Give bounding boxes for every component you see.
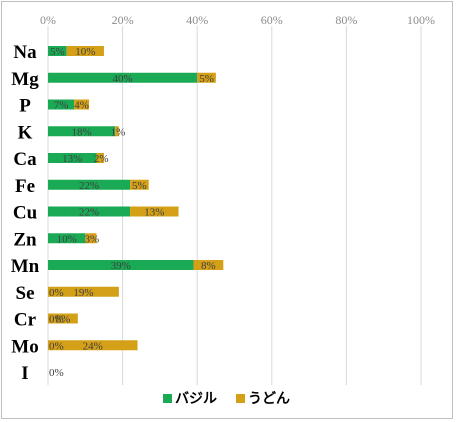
data-label: 24% [83, 340, 103, 352]
data-label: 1% [111, 126, 126, 138]
data-label: 8% [201, 260, 216, 272]
bar-segment [197, 72, 216, 83]
data-label: 8% [56, 314, 71, 326]
bar-segment [48, 286, 119, 297]
bar-segment [130, 179, 149, 190]
data-label: 0% [49, 314, 64, 326]
bar-segment [48, 340, 138, 351]
x-tick-label: 100% [407, 13, 435, 27]
gridlines [47, 26, 422, 385]
bar-segment [66, 46, 104, 56]
bar-segment [48, 313, 78, 324]
data-label: 19% [73, 287, 93, 299]
x-tick-label: 80% [335, 13, 357, 27]
data-labels: 5% 10% 40% 5% 7% 4% 18% 1% 13% 2% 22% 5% 22% 13% 10% 3%… [49, 46, 216, 379]
data-label: 5% [132, 180, 147, 192]
data-label: 0% [49, 367, 64, 379]
category-label: Na [13, 42, 37, 63]
category-label: Mn [11, 256, 40, 277]
bar-segment [48, 99, 75, 110]
data-label: 18% [71, 126, 91, 138]
data-label: 22% [79, 207, 99, 219]
data-label: 4% [74, 100, 89, 112]
data-label: 10% [57, 233, 77, 245]
legend-label: バジル [175, 391, 217, 407]
bar-segment [85, 233, 97, 244]
category-labels: Na Mg PK Ca Fe Cu Zn Mn Se Cr Mo I [11, 42, 40, 384]
x-axis-tick-labels: 0% 20% 40% 60% 80% 100% [40, 13, 435, 27]
data-label: 0% [49, 340, 64, 352]
data-label: 0% [49, 287, 64, 299]
bar-segment [48, 46, 67, 56]
data-label: 7% [54, 100, 69, 112]
data-label: 3% [85, 233, 100, 245]
legend: バジル うどん [163, 391, 290, 407]
x-tick-label: 0% [40, 13, 56, 27]
category-label: K [18, 122, 33, 143]
data-label: 5% [199, 73, 214, 85]
category-label: Cu [13, 203, 38, 224]
data-label: 40% [113, 73, 133, 85]
category-label: Mo [11, 336, 38, 357]
data-label: 13% [144, 207, 164, 219]
category-label: P [19, 96, 31, 117]
category-label: Zn [13, 229, 37, 250]
category-label: Mg [11, 69, 39, 90]
bar-segment [48, 179, 131, 190]
bars [48, 46, 224, 351]
bar-segment [115, 126, 119, 137]
bar-segment [48, 233, 86, 244]
data-label: 39% [111, 260, 131, 272]
bar-segment [48, 72, 198, 83]
bar-segment [48, 260, 194, 270]
legend-label: うどん [248, 391, 290, 407]
bar-segment [96, 153, 104, 163]
category-label: Cr [14, 310, 37, 331]
bar-segment [130, 206, 179, 217]
bar-segment [193, 260, 224, 270]
category-label: Fe [15, 176, 35, 197]
bar-segment [74, 99, 90, 110]
category-label: I [21, 363, 28, 384]
data-label: 13% [62, 153, 82, 165]
legend-swatch [163, 394, 172, 403]
legend-swatch [236, 394, 245, 403]
data-label: 2% [94, 153, 109, 165]
x-tick-label: 20% [112, 13, 134, 27]
data-label: 5% [50, 46, 65, 58]
bar-segment [48, 206, 131, 217]
x-tick-label: 40% [186, 13, 208, 27]
bar-segment [48, 153, 97, 163]
x-tick-label: 60% [261, 13, 283, 27]
data-label: 10% [75, 46, 95, 58]
category-label: Ca [13, 149, 37, 170]
category-label: Se [16, 283, 35, 304]
data-label: 22% [79, 180, 99, 192]
bar-segment [48, 126, 116, 137]
